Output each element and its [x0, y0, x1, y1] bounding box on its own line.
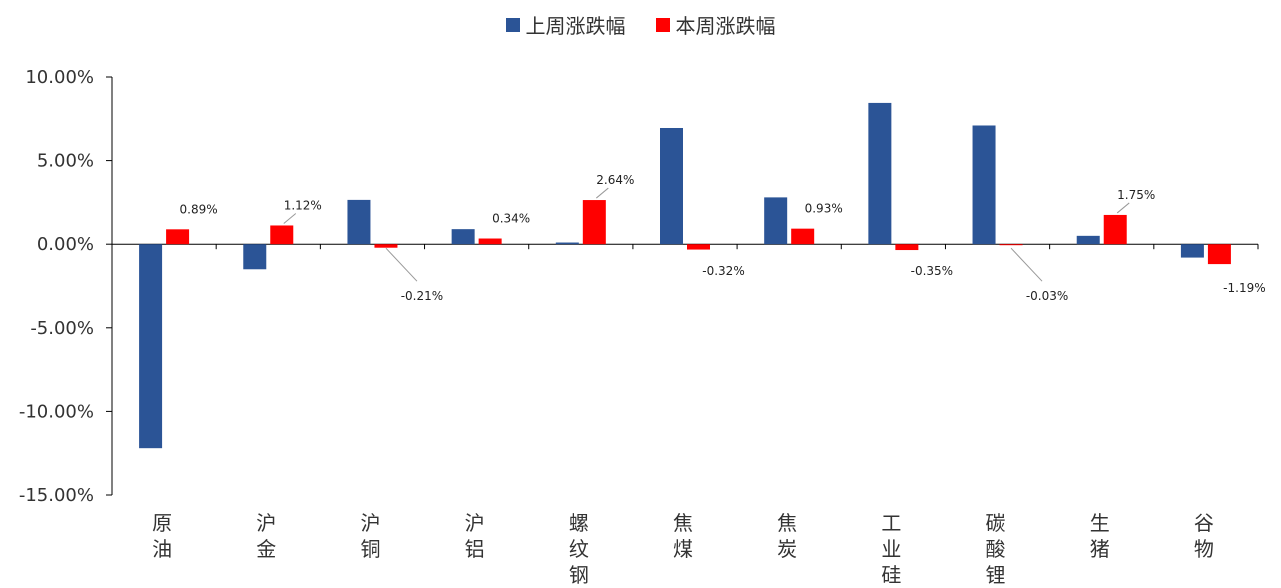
x-category-label: 螺	[569, 511, 589, 535]
y-tick-label: -5.00%	[30, 318, 94, 339]
legend-swatch-last-week	[505, 17, 520, 32]
x-category-label: 谷	[1194, 511, 1214, 535]
bar-last-week	[868, 102, 892, 245]
data-label: -0.21%	[401, 289, 443, 303]
data-label: -1.19%	[1223, 281, 1265, 295]
y-tick-label: -15.00%	[19, 485, 94, 506]
data-label-leader	[1010, 247, 1043, 282]
bar-last-week	[972, 125, 996, 245]
bar-last-week	[243, 244, 267, 270]
y-tick-label: 10.00%	[25, 67, 94, 88]
bar-this-week	[1103, 214, 1127, 245]
data-label: -0.03%	[1026, 289, 1068, 303]
data-label: 0.89%	[180, 202, 218, 216]
bar-last-week	[347, 199, 371, 245]
x-category-label: 原	[152, 511, 172, 535]
x-category-label: 碳	[986, 511, 1006, 535]
y-tick-label: -10.00%	[19, 401, 94, 422]
x-category-label: 沪	[360, 511, 380, 535]
x-category-label: 金	[256, 537, 276, 561]
bar-this-week	[582, 200, 606, 245]
data-label: 2.64%	[596, 173, 634, 187]
legend-item-last-week: 上周涨跌幅	[505, 10, 626, 39]
x-category-label: 纹	[569, 537, 589, 561]
x-category-label: 沪	[256, 511, 276, 535]
legend-swatch-this-week	[655, 17, 670, 32]
x-category-label: 沪	[465, 511, 485, 535]
bar-last-week	[1076, 235, 1100, 245]
data-label-leader	[283, 213, 297, 224]
bar-last-week	[1180, 244, 1204, 258]
x-category-label: 焦	[673, 511, 693, 535]
legend-label-this-week: 本周涨跌幅	[675, 14, 776, 38]
bar-this-week	[999, 244, 1023, 246]
x-category-label: 硅	[881, 563, 901, 587]
bar-this-week	[687, 244, 710, 250]
x-category-label: 业	[881, 537, 901, 561]
data-label: -0.35%	[911, 264, 953, 278]
bar-this-week	[895, 244, 919, 251]
x-category-label: 锂	[986, 563, 1006, 587]
bar-this-week	[1207, 244, 1231, 265]
data-label-leader	[385, 247, 418, 282]
bar-this-week	[791, 228, 815, 245]
x-category-label: 生	[1090, 511, 1110, 535]
bar-last-week	[139, 244, 163, 449]
bar-last-week	[660, 127, 683, 245]
legend-label-last-week: 上周涨跌幅	[525, 14, 626, 38]
y-tick-label: 5.00%	[37, 151, 94, 172]
y-tick-label: 0.00%	[37, 234, 94, 255]
data-label-leader	[595, 187, 609, 199]
x-category-label: 焦	[777, 511, 797, 535]
bar-last-week	[555, 242, 579, 245]
bar-last-week	[764, 197, 788, 245]
x-category-label: 酸	[986, 537, 1006, 561]
x-category-label: 工	[881, 511, 901, 535]
x-category-label: 铝	[465, 537, 485, 561]
x-category-label: 油	[152, 537, 172, 561]
data-label: 0.34%	[492, 212, 530, 226]
bar-this-week	[166, 229, 190, 245]
legend-item-this-week: 本周涨跌幅	[655, 10, 776, 39]
x-category-label: 钢	[569, 563, 589, 587]
x-category-label: 猪	[1090, 537, 1110, 561]
data-label: 1.75%	[1117, 188, 1155, 202]
x-category-label: 炭	[777, 537, 797, 561]
data-label: 0.93%	[805, 202, 843, 216]
x-category-label: 煤	[673, 537, 693, 561]
chart-legend: 上周涨跌幅 本周涨跌幅	[0, 10, 1281, 39]
x-category-label: 铜	[360, 537, 380, 561]
bar-this-week	[270, 225, 294, 245]
x-category-label: 物	[1194, 537, 1214, 561]
bar-this-week	[374, 244, 398, 248]
data-label: 1.12%	[284, 198, 322, 212]
data-label: -0.32%	[702, 264, 744, 278]
bar-this-week	[478, 238, 502, 245]
data-label-leader	[1116, 202, 1130, 214]
bar-last-week	[451, 229, 475, 245]
